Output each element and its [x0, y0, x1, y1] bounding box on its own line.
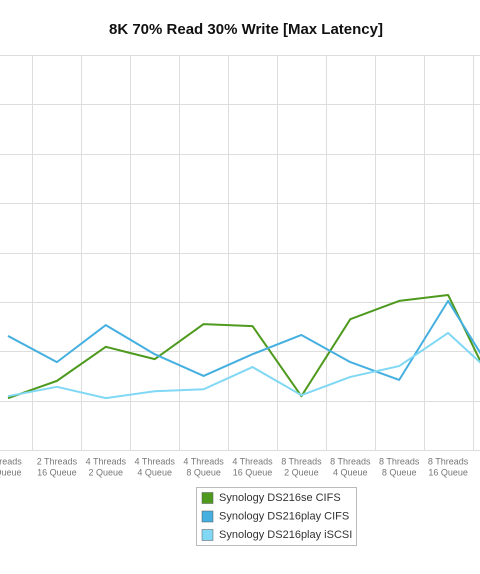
x-tick-label: 8 Threads: [428, 456, 469, 466]
x-tick-label: 4 Threads: [86, 456, 127, 466]
x-tick-label: 8 Queue: [382, 467, 417, 477]
x-tick-label: Queue: [0, 467, 22, 477]
series-line: [7, 299, 480, 381]
x-tick-label: 8 Queue: [186, 467, 221, 477]
legend-label: Synology DS216se CIFS: [219, 492, 341, 504]
x-tick-label: 4 Threads: [183, 456, 224, 466]
x-tick-label: 16 Queue: [428, 467, 468, 477]
chart-title: 8K 70% Read 30% Write [Max Latency]: [109, 21, 383, 38]
x-tick-label: 16 Queue: [233, 467, 273, 477]
legend-label: Synology DS216play CIFS: [219, 510, 349, 522]
legend-box: [196, 487, 357, 546]
x-tick-label: 8 Threads: [330, 456, 371, 466]
legend-swatch: [201, 529, 214, 541]
x-tick-label: 4 Threads: [232, 456, 273, 466]
x-tick-label: 16 Queue: [37, 467, 77, 477]
x-tick-label: 2 Queue: [284, 467, 319, 477]
x-tick-label: 2 Queue: [89, 467, 124, 477]
series-line: [7, 293, 480, 400]
x-tick-label: 4 Queue: [137, 467, 172, 477]
series-line: [7, 331, 480, 400]
x-tick-label: hreads: [0, 456, 22, 466]
legend-swatch: [201, 492, 214, 504]
x-tick-label: 8 Threads: [379, 456, 420, 466]
x-tick-label: 4 Queue: [333, 467, 368, 477]
x-tick-label: 8 Threads: [281, 456, 322, 466]
legend-swatch: [201, 510, 214, 523]
x-tick-label: 4 Threads: [135, 456, 176, 466]
legend-label: Synology DS216play iSCSI: [219, 529, 352, 541]
x-tick-label: 2 Threads: [37, 456, 78, 466]
